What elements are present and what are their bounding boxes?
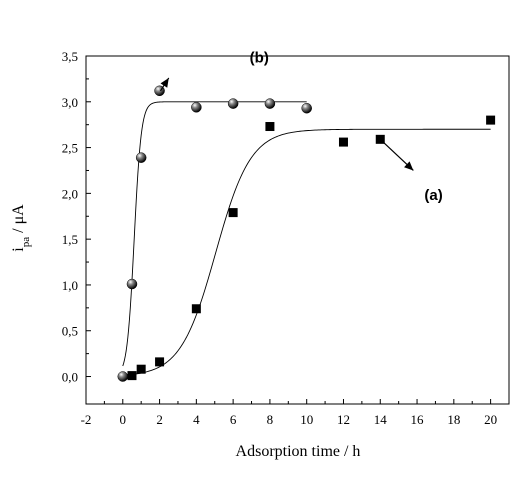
data-point-a [228, 208, 238, 218]
x-tick-label: 6 [230, 412, 237, 427]
data-point-a [338, 137, 348, 147]
data-point-a [136, 364, 146, 374]
data-point-b [117, 371, 129, 382]
data-point-a [486, 115, 496, 125]
plot-frame [85, 55, 510, 405]
data-point-a [127, 371, 137, 381]
annotation-label: (b) [250, 49, 269, 66]
x-tick-label: 16 [411, 412, 425, 427]
y-tick-label: 1,5 [62, 232, 78, 247]
x-tick-label: 10 [300, 412, 313, 427]
x-tick-label: 20 [484, 412, 497, 427]
data-point-a [191, 304, 201, 314]
x-tick-label: 8 [267, 412, 274, 427]
data-point-b [191, 102, 202, 113]
data-point-a [265, 122, 275, 132]
x-tick-label: 4 [193, 412, 200, 427]
fit-curve-b [122, 101, 307, 367]
annotation-arrowhead [404, 161, 414, 171]
data-point-b [135, 152, 147, 163]
x-tick-label: -2 [81, 412, 92, 427]
fit-curve-a [122, 128, 491, 376]
y-tick-label: 2,5 [62, 141, 78, 156]
x-tick-label: 18 [447, 412, 460, 427]
y-tick-label: 0,0 [62, 370, 78, 385]
data-point-a [155, 357, 165, 367]
annotation-arrowhead [160, 77, 169, 88]
annotation-label: (a) [424, 187, 442, 204]
x-tick-label: 12 [337, 412, 350, 427]
x-axis-title: Adsorption time / h [236, 443, 361, 460]
y-tick-label: 0,5 [62, 324, 78, 339]
data-point-b [301, 102, 312, 114]
y-tick-label: 3,0 [62, 95, 78, 110]
y-tick-label: 3,5 [62, 49, 78, 64]
x-tick-label: 2 [156, 412, 163, 427]
data-point-b [264, 98, 276, 109]
x-tick-label: 0 [120, 412, 127, 427]
x-tick-label: 14 [374, 412, 388, 427]
data-point-b [126, 278, 138, 290]
y-axis-title: ipa / μA [10, 204, 32, 252]
data-point-b [227, 98, 239, 109]
y-tick-label: 2,0 [62, 186, 78, 201]
y-tick-label: 1,0 [62, 278, 78, 293]
